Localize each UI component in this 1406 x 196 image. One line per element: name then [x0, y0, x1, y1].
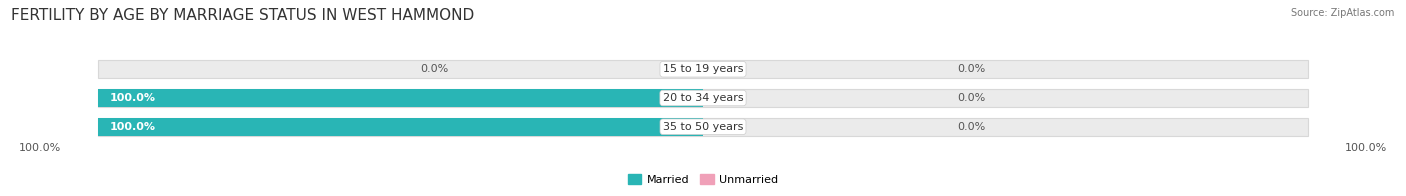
Text: 100.0%: 100.0% [1344, 143, 1386, 153]
Text: 0.0%: 0.0% [957, 64, 986, 74]
Bar [98, 89, 703, 107]
Text: Source: ZipAtlas.com: Source: ZipAtlas.com [1291, 8, 1395, 18]
Text: 20 to 34 years: 20 to 34 years [662, 93, 744, 103]
Text: 100.0%: 100.0% [110, 93, 156, 103]
Text: FERTILITY BY AGE BY MARRIAGE STATUS IN WEST HAMMOND: FERTILITY BY AGE BY MARRIAGE STATUS IN W… [11, 8, 474, 23]
Text: 100.0%: 100.0% [110, 122, 156, 132]
Text: 15 to 19 years: 15 to 19 years [662, 64, 744, 74]
Text: 0.0%: 0.0% [420, 64, 449, 74]
Text: 35 to 50 years: 35 to 50 years [662, 122, 744, 132]
Text: 100.0%: 100.0% [20, 143, 62, 153]
Legend: Married, Unmarried: Married, Unmarried [623, 169, 783, 189]
Bar [98, 89, 1308, 107]
Text: 0.0%: 0.0% [957, 122, 986, 132]
Text: 0.0%: 0.0% [957, 93, 986, 103]
Bar [98, 118, 703, 136]
Bar [98, 60, 1308, 78]
Bar [98, 118, 1308, 136]
